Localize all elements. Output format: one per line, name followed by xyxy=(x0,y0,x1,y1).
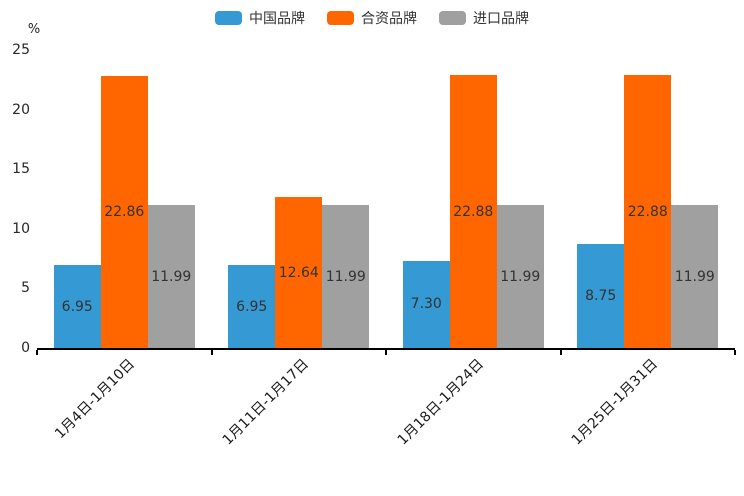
legend-label: 中国品牌 xyxy=(249,11,305,27)
legend-color-swatch xyxy=(327,11,354,25)
bar-value-label: 8.75 xyxy=(585,287,617,304)
bar: 7.30 xyxy=(402,260,450,348)
bar: 8.75 xyxy=(577,243,625,348)
bar: 22.88 xyxy=(624,75,672,348)
bar-value-label: 22.88 xyxy=(453,203,494,220)
x-category-label: 1月4日-1月10日 xyxy=(51,356,138,443)
x-axis-tick xyxy=(385,350,387,355)
y-tick-label: 20 xyxy=(12,101,30,118)
bar: 12.64 xyxy=(275,197,323,348)
x-category-label: 1月18日-1月24日 xyxy=(394,356,487,449)
bar: 11.99 xyxy=(671,205,719,348)
x-axis-tick xyxy=(36,350,38,355)
legend-label: 进口品牌 xyxy=(473,11,529,27)
bar-value-label: 7.30 xyxy=(410,296,442,313)
y-tick-label: 15 xyxy=(12,161,30,178)
bar-groups: 6.95 22.86 11.99 6.95 12.64 11.99 7.30 22.88 11.… xyxy=(37,50,735,348)
x-category-label: 1月25日-1月31日 xyxy=(568,356,662,449)
x-axis-tick xyxy=(559,350,562,355)
bar: 22.88 xyxy=(449,75,497,348)
legend-color-swatch xyxy=(439,11,466,25)
bar-group: 6.95 12.64 11.99 xyxy=(212,50,387,348)
bar: 22.86 xyxy=(100,75,148,348)
bar-value-label: 6.95 xyxy=(61,298,93,315)
x-axis-tick xyxy=(210,350,213,355)
x-axis-tick xyxy=(734,350,736,355)
bar-value-label: 22.86 xyxy=(104,203,145,220)
legend-item: 进口品牌 xyxy=(439,8,529,28)
bar-value-label: 11.99 xyxy=(151,268,192,285)
bar-value-label: 11.99 xyxy=(325,268,366,285)
bar: 11.99 xyxy=(496,205,544,348)
bar-value-label: 22.88 xyxy=(627,203,668,220)
legend-item: 合资品牌 xyxy=(327,8,417,28)
bar-value-label: 11.99 xyxy=(500,268,541,285)
y-tick-label: 5 xyxy=(21,280,30,297)
bar-group: 7.30 22.88 11.99 xyxy=(386,50,561,348)
bar-value-label: 6.95 xyxy=(236,298,268,315)
plot-area: 6.95 22.86 11.99 6.95 12.64 11.99 7.30 22.88 11.… xyxy=(36,50,736,355)
y-tick-label: 25 xyxy=(12,42,30,58)
bar-value-label: 11.99 xyxy=(674,268,715,285)
y-tick-label: 0 xyxy=(21,340,30,356)
bar: 11.99 xyxy=(322,205,370,348)
bar-group: 6.95 22.86 11.99 xyxy=(37,50,212,348)
bar-group: 8.75 22.88 11.99 xyxy=(561,50,736,348)
bar: 6.95 xyxy=(53,265,101,348)
bar: 11.99 xyxy=(147,205,195,348)
legend-label: 合资品牌 xyxy=(361,11,417,27)
legend-item: 中国品牌 xyxy=(215,8,305,28)
bar: 6.95 xyxy=(228,265,276,348)
y-tick-label: 10 xyxy=(12,220,30,237)
legend-color-swatch xyxy=(215,11,242,25)
legend: 中国品牌 合资品牌 进口品牌 xyxy=(0,8,744,28)
bar-value-label: 12.64 xyxy=(278,264,319,281)
y-axis-unit-label: % xyxy=(27,22,41,37)
x-category-label: 1月11日-1月17日 xyxy=(219,356,313,449)
